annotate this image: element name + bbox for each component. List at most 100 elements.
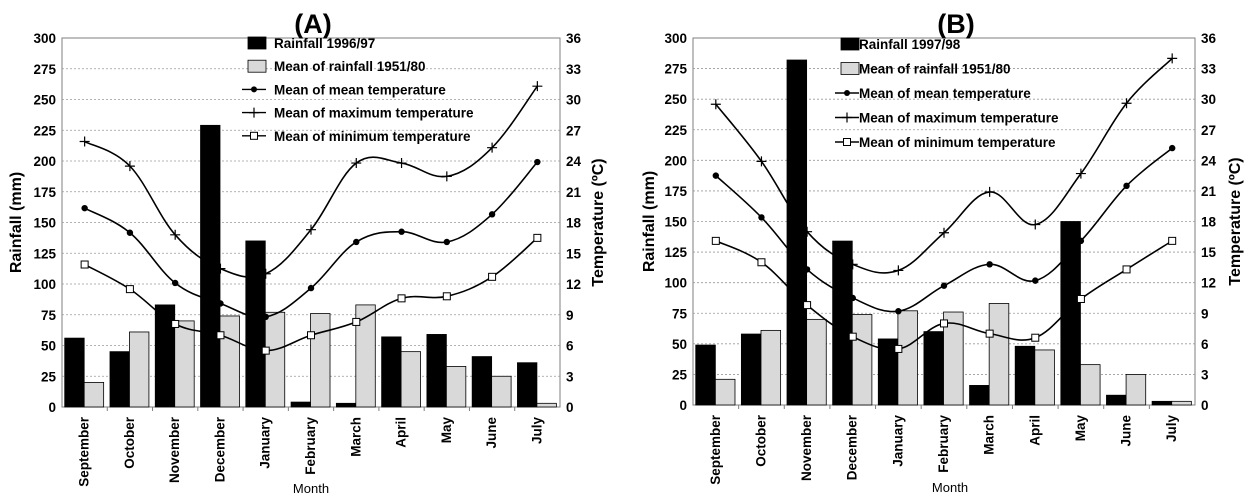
- legend-marker: [250, 131, 258, 140]
- legend-item: Mean of mean temperature: [242, 82, 446, 97]
- rainfall-bar: [1106, 394, 1127, 406]
- max-temperature-point: [1030, 219, 1041, 230]
- y-tick-label: 175: [33, 185, 56, 200]
- mean-temperature-point: [398, 228, 405, 235]
- max-temperature-point: [260, 268, 271, 279]
- legend-label: Rainfall 1997/98: [859, 37, 961, 52]
- y2-tick-label: 24: [566, 154, 582, 169]
- legend-swatch: [840, 62, 860, 75]
- y-tick-label: 150: [664, 215, 687, 230]
- mean-rainfall-bar: [988, 303, 1010, 406]
- rainfall-bar: [832, 240, 853, 406]
- rainfall-bar: [923, 331, 944, 406]
- x-tick-label: September: [77, 416, 92, 487]
- rainfall-bar: [64, 337, 85, 408]
- x-tick-label: December: [212, 416, 227, 482]
- x-tick-label: March: [348, 417, 363, 457]
- max-temperature-point: [939, 227, 949, 238]
- chart-title: (B): [937, 9, 974, 39]
- legend-marker: [844, 90, 850, 96]
- x-tick-label: February: [936, 415, 951, 473]
- min-temperature-point: [711, 236, 720, 245]
- mean-rainfall-bar: [445, 366, 467, 408]
- rainfall-bar: [245, 240, 266, 408]
- chart-b: 0255075100125150175200225250275300036912…: [641, 9, 1244, 495]
- chart-a: 0255075100125150175200225250275300036912…: [8, 9, 607, 496]
- y-tick-label: 125: [33, 246, 56, 261]
- min-temperature-point: [533, 233, 542, 242]
- x-tick-label: October: [753, 414, 768, 467]
- y2-tick-label: 6: [1201, 337, 1209, 352]
- y-tick-label: 0: [48, 400, 56, 415]
- min-temperature-point: [171, 319, 180, 328]
- legend-item: Mean of rainfall 1951/80: [840, 62, 1011, 77]
- max-temperature-point: [984, 186, 995, 197]
- y2-tick-label: 12: [566, 277, 581, 292]
- y2-tick-label: 9: [1201, 306, 1209, 321]
- y2-tick-label: 12: [1201, 276, 1216, 291]
- max-temperature-point: [124, 161, 135, 172]
- max-temperature-point: [710, 99, 721, 110]
- y-tick-label: 100: [33, 277, 56, 292]
- mean-temperature-point: [534, 158, 541, 166]
- legend-marker: [843, 138, 851, 146]
- mean-rainfall-bar: [83, 381, 105, 408]
- y2-tick-label: 9: [566, 308, 574, 323]
- mean-temperature-point: [1168, 144, 1176, 152]
- max-temperature-point: [1167, 53, 1178, 64]
- x-tick-label: April: [1027, 415, 1042, 446]
- rainfall-bar: [290, 401, 311, 408]
- mean-temperature-point: [986, 261, 993, 268]
- max-temperature-point: [1075, 168, 1086, 179]
- mean-rainfall-bar: [491, 375, 512, 408]
- rainfall-bar: [969, 385, 990, 406]
- y-tick-label: 300: [664, 31, 687, 46]
- min-temperature-point: [1122, 265, 1131, 274]
- x-tick-label: January: [258, 417, 273, 469]
- y-tick-label: 275: [664, 62, 687, 77]
- mean-temperature-point: [217, 300, 224, 307]
- max-temperature-point: [441, 171, 452, 182]
- max-temperature-point: [351, 158, 362, 169]
- min-temperature-point: [757, 258, 766, 267]
- legend-label: Mean of minimum temperature: [859, 135, 1056, 150]
- mean-rainfall-bar: [400, 351, 421, 408]
- y-tick-label: 100: [664, 276, 687, 291]
- rainfall-bar: [695, 344, 716, 406]
- max-temperature-point: [170, 229, 181, 240]
- x-axis-label: Month: [932, 480, 968, 495]
- y2-tick-label: 36: [566, 31, 582, 46]
- y2-tick-label: 0: [566, 400, 574, 415]
- y2-tick-label: 15: [1201, 245, 1217, 260]
- mean-rainfall-bar: [1171, 400, 1192, 406]
- max-temperature-line: [715, 57, 1173, 274]
- x-tick-label: January: [890, 415, 905, 467]
- y2-tick-label: 3: [1201, 367, 1209, 382]
- min-temperature-point: [803, 301, 812, 310]
- mean-temperature-point: [1077, 237, 1085, 245]
- x-tick-label: February: [303, 417, 318, 475]
- min-temperature-point: [1031, 333, 1040, 342]
- x-tick-label: May: [439, 417, 454, 444]
- mean-rainfall-bar: [536, 402, 557, 408]
- legend-item: Mean of minimum temperature: [835, 135, 1056, 150]
- y-tick-label: 25: [672, 367, 688, 382]
- x-tick-label: November: [167, 416, 182, 483]
- rainfall-bar: [517, 362, 538, 408]
- y-tick-label: 50: [41, 339, 56, 354]
- y2-tick-label: 27: [1201, 123, 1216, 138]
- min-temperature-point: [985, 329, 994, 338]
- y-tick-label: 75: [41, 308, 57, 323]
- legend-label: Mean of rainfall 1951/80: [274, 59, 426, 74]
- y-axis-label: Rainfall (mm): [641, 171, 658, 272]
- legend-item: Mean of mean temperature: [835, 86, 1031, 101]
- mean-rainfall-bar: [355, 304, 376, 408]
- min-temperature-point: [261, 346, 270, 355]
- rainfall-bar: [200, 124, 221, 408]
- mean-rainfall-bar: [310, 313, 331, 408]
- y2-tick-label: 33: [1201, 62, 1217, 77]
- max-temperature-point: [215, 263, 226, 274]
- max-temperature-point: [847, 259, 858, 270]
- y2-tick-label: 18: [566, 216, 582, 231]
- legend-label: Mean of mean temperature: [274, 82, 446, 97]
